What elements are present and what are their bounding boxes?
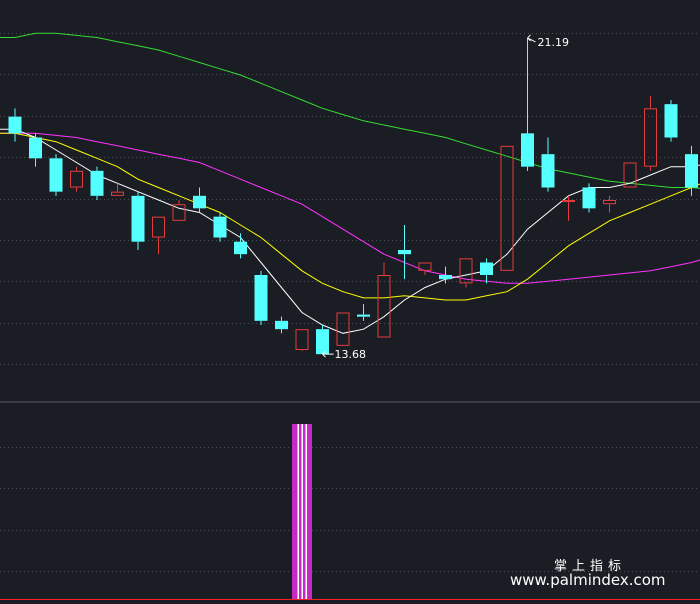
candle (193, 187, 206, 213)
candle (603, 195, 616, 213)
candle (275, 316, 288, 334)
high-arrow-icon (527, 34, 536, 43)
candle (172, 200, 186, 221)
candle-body-up (70, 170, 83, 188)
candle-body-up (111, 191, 124, 196)
candle-body-down (131, 195, 145, 242)
watermark-chinese: 掌上指标 (554, 559, 626, 574)
signal-bar-stripe (301, 424, 303, 599)
candle (377, 262, 391, 338)
candle-body-up (418, 262, 432, 271)
candle (316, 325, 329, 355)
candle-body-down (398, 250, 411, 255)
candle (398, 225, 411, 280)
candle-body-down (275, 320, 288, 330)
candle (685, 145, 698, 196)
candle-body-up (623, 162, 637, 188)
candle (439, 266, 452, 284)
candle-body-up (377, 275, 391, 338)
high-annotation: 21.19 (527, 34, 570, 49)
candle (111, 183, 124, 196)
candle (90, 166, 104, 200)
candle-body-down (29, 137, 42, 159)
moving-average-lines (0, 32, 700, 334)
candle-body-down (480, 262, 493, 275)
candle-body-down (90, 170, 104, 196)
candle (418, 262, 432, 275)
grid-lines (0, 33, 700, 572)
low-annotation: 13.68 (322, 348, 367, 361)
ma-fast-line (0, 128, 700, 334)
candle-body-up (295, 329, 309, 350)
candle (623, 162, 637, 188)
candle (131, 191, 145, 250)
candle (152, 216, 165, 255)
candle (562, 195, 575, 221)
candle-body-down (254, 275, 268, 321)
candle (582, 183, 596, 213)
candle (500, 145, 514, 271)
candle-body-up (152, 216, 165, 238)
candle (234, 233, 247, 259)
candle-body-down (49, 158, 63, 192)
candle (8, 108, 22, 142)
candle-body-down (213, 216, 227, 238)
candle (357, 304, 370, 321)
candle (213, 212, 227, 242)
volume-signals (292, 424, 312, 599)
candle-body-down (439, 275, 452, 280)
candle-body-up (603, 200, 616, 205)
candle (336, 312, 350, 346)
candle-body-up (500, 145, 514, 271)
candle (254, 270, 268, 325)
candles (8, 37, 698, 355)
ma-mid-line (0, 132, 700, 301)
watermark-url: www.palmindex.com (510, 571, 666, 589)
candle-body-down (521, 133, 534, 167)
candle-body-down (685, 154, 698, 188)
candle (70, 166, 83, 192)
candle (644, 95, 657, 171)
candle-body-up (336, 312, 350, 346)
signal-bar (292, 424, 312, 599)
low-price-label: 13.68 (335, 348, 367, 361)
candle-body-down (357, 314, 370, 317)
candle (541, 137, 555, 192)
candle-body-up (644, 108, 657, 167)
candle (521, 37, 534, 171)
low-arrow-icon (322, 350, 334, 358)
ma-long-line (0, 32, 700, 189)
candle (29, 133, 42, 167)
candle-body-down (316, 329, 329, 355)
candle (295, 329, 309, 351)
candle-body-down (664, 104, 678, 138)
candle-body-down (541, 154, 555, 188)
high-price-label: 21.19 (538, 36, 570, 49)
candle-body-down (8, 116, 22, 134)
candle-body-up (172, 204, 186, 221)
candle (459, 258, 473, 288)
candle-body-down (193, 195, 206, 209)
signal-bar-stripe (305, 424, 307, 599)
candle-body-up (459, 258, 473, 284)
candle-body-up (562, 200, 575, 202)
candle-body-down (582, 187, 596, 209)
candle (49, 154, 63, 196)
ma-slow-line (0, 132, 700, 284)
candle (480, 258, 493, 284)
signal-bar-stripe (297, 424, 299, 599)
candle-body-down (234, 241, 247, 255)
candle (664, 100, 678, 142)
